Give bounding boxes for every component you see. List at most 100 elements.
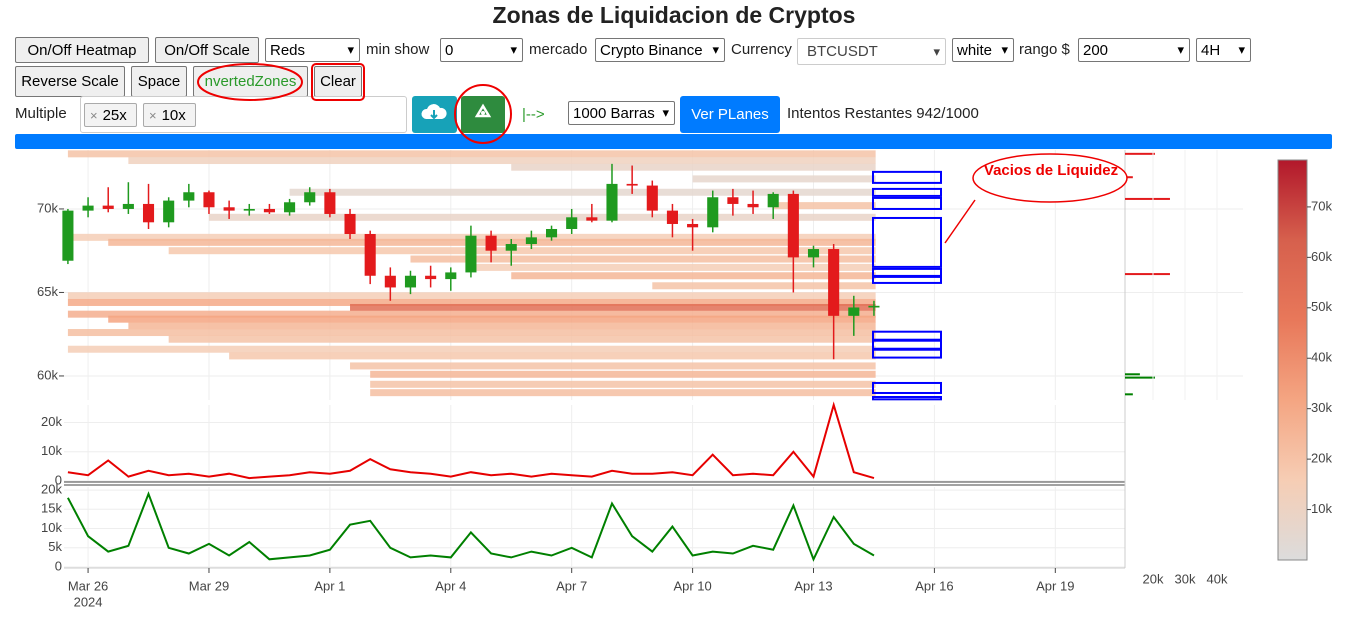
scale-button[interactable]: On/Off Scale bbox=[155, 37, 259, 63]
y-tick-label: 10k bbox=[41, 443, 62, 458]
market-select[interactable]: Crypto Binance bbox=[595, 38, 725, 62]
candle-body bbox=[344, 213, 356, 235]
candle-body bbox=[203, 192, 215, 208]
candle-body bbox=[787, 193, 799, 258]
candle-body bbox=[646, 185, 658, 211]
x-tick-label: Apr 1 bbox=[314, 578, 345, 593]
y-tick-label: 10k bbox=[41, 520, 62, 535]
side-bar bbox=[1125, 393, 1133, 396]
annotation-oval bbox=[972, 153, 1128, 203]
heatmap-band bbox=[67, 345, 876, 353]
reverse-button[interactable]: Reverse Scale bbox=[15, 66, 125, 97]
candle-body bbox=[122, 203, 134, 209]
volume-line bbox=[67, 401, 875, 480]
candle-body bbox=[767, 193, 779, 208]
space-button[interactable]: Space bbox=[131, 66, 187, 97]
liquidity-gap bbox=[872, 348, 942, 359]
side-bar bbox=[1125, 376, 1155, 379]
bars-select[interactable]: 1000 Barras bbox=[568, 101, 675, 125]
volume-line bbox=[67, 491, 875, 562]
tag-remove[interactable]: × bbox=[149, 107, 157, 123]
candle-body bbox=[727, 197, 739, 204]
annotation-arrow bbox=[944, 199, 976, 244]
candle-body bbox=[868, 305, 880, 308]
candle-body bbox=[183, 192, 195, 201]
candle-body bbox=[525, 237, 537, 245]
heatmap-band bbox=[773, 202, 876, 210]
y-tick-label: 20k bbox=[41, 414, 62, 429]
candle-body bbox=[364, 234, 376, 276]
candle-body bbox=[586, 217, 598, 221]
annotation: Vacios de Liquidez bbox=[984, 162, 1118, 179]
min-show-select[interactable]: 0 bbox=[440, 38, 523, 62]
clear-button[interactable]: Clear bbox=[314, 66, 362, 97]
liquidity-gap bbox=[872, 275, 942, 284]
candle-body bbox=[848, 307, 860, 316]
range-select[interactable]: 200 bbox=[1078, 38, 1190, 62]
liquidity-gap bbox=[872, 339, 942, 350]
heatmap-band bbox=[67, 298, 876, 306]
heatmap-band bbox=[108, 238, 876, 246]
heatmap-button[interactable]: On/Off Heatmap bbox=[15, 37, 149, 63]
heatmap-band bbox=[692, 175, 876, 183]
heatmap-band bbox=[350, 362, 876, 370]
progress-bar bbox=[15, 134, 1332, 149]
liquidity-gap bbox=[872, 187, 942, 197]
candle-body bbox=[666, 210, 678, 224]
x-tick-label: Mar 26 bbox=[68, 578, 108, 593]
x-tick-label: Apr 4 bbox=[435, 578, 466, 593]
arrow-label: |--> bbox=[522, 106, 545, 123]
heatmap-band bbox=[108, 315, 876, 323]
heatmap-band bbox=[208, 213, 876, 221]
plans-button[interactable]: Ver PLanes bbox=[680, 96, 780, 133]
palette-select[interactable]: Reds bbox=[265, 38, 360, 62]
market-label: mercado bbox=[529, 41, 588, 58]
tag[interactable]: × 25x bbox=[84, 103, 137, 127]
currency-label: Currency bbox=[731, 41, 792, 58]
tag-text: 10x bbox=[161, 106, 186, 124]
y-tick-label: 5k bbox=[48, 539, 62, 554]
liquidity-gap bbox=[872, 381, 942, 394]
colorbar bbox=[1277, 159, 1308, 561]
y-tick-label: 60k bbox=[37, 367, 58, 382]
tag-remove[interactable]: × bbox=[90, 107, 98, 123]
theme-select[interactable]: white bbox=[952, 38, 1014, 62]
candle-body bbox=[62, 210, 74, 261]
side-bar bbox=[1125, 152, 1155, 155]
y-tick-label: 15k bbox=[41, 501, 62, 516]
heatmap-band bbox=[410, 255, 876, 263]
candle-body bbox=[425, 275, 437, 280]
x-tick-label: Apr 13 bbox=[794, 578, 832, 593]
recycle-button[interactable] bbox=[461, 96, 505, 133]
candle-body bbox=[626, 183, 638, 186]
inverted-button[interactable]: nvertedZones bbox=[193, 66, 308, 97]
candle-body bbox=[243, 208, 255, 211]
heatmap-band bbox=[229, 352, 876, 360]
heatmap-band bbox=[128, 322, 876, 330]
candle-body bbox=[807, 249, 820, 258]
colorbar-tick-label: 20k bbox=[1311, 451, 1332, 466]
candle-body bbox=[142, 203, 155, 223]
x-tick-label: Apr 19 bbox=[1036, 578, 1074, 593]
heatmap-band bbox=[511, 163, 876, 171]
heatmap-band bbox=[128, 157, 876, 165]
currency-select[interactable]: BTCUSDT bbox=[797, 38, 946, 65]
candle-body bbox=[324, 192, 336, 214]
colorbar-tick-label: 10k bbox=[1311, 501, 1332, 516]
liquidity-gap bbox=[872, 196, 942, 210]
candle-body bbox=[606, 183, 618, 221]
candle-body bbox=[465, 235, 477, 273]
cloud-button[interactable] bbox=[412, 96, 457, 133]
candle-body bbox=[445, 272, 457, 280]
tag[interactable]: × 10x bbox=[143, 103, 196, 127]
interval-select[interactable]: 4H bbox=[1196, 38, 1251, 62]
x-tick-label: Apr 10 bbox=[673, 578, 711, 593]
y-tick-label: 65k bbox=[37, 284, 58, 299]
candle-body bbox=[687, 223, 699, 228]
candle-body bbox=[304, 192, 316, 203]
range-label: rango $ bbox=[1019, 41, 1070, 58]
side-tick-label: 20k bbox=[1143, 571, 1164, 586]
colorbar-tick-label: 40k bbox=[1311, 350, 1332, 365]
candle-body bbox=[545, 228, 558, 238]
